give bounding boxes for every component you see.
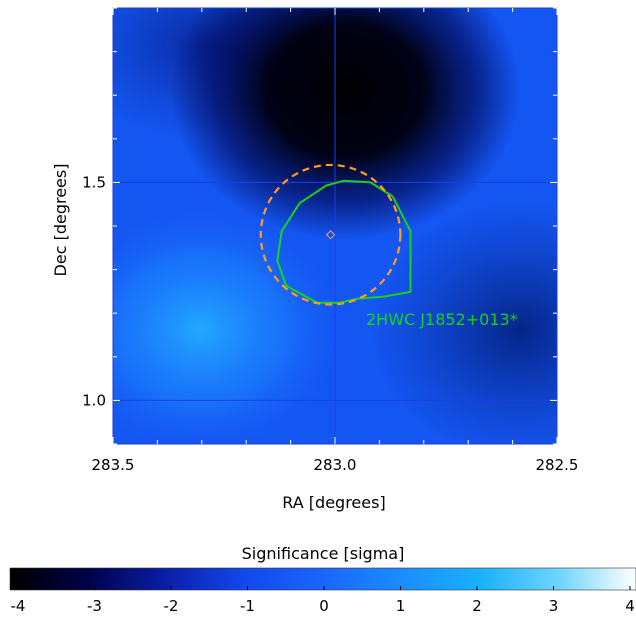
excess-bright-region <box>113 210 340 444</box>
source-overlay <box>259 163 412 306</box>
x-tick-label: 283.5 <box>92 456 135 474</box>
x-tick-labels: 283.5 283.0 282.5 <box>92 456 579 474</box>
source-extension-circle <box>259 163 402 306</box>
colorbar-tick-label: -3 <box>87 597 102 615</box>
colorbar-tick-label: -1 <box>240 597 255 615</box>
x-axis-title: RA [degrees] <box>282 493 385 512</box>
colorbar-tick-label: 4 <box>625 597 635 615</box>
y-tick-labels: 1.0 1.5 <box>82 173 106 409</box>
y-tick-label: 1.0 <box>82 391 106 409</box>
heatmap <box>113 8 557 444</box>
tick-marks <box>112 7 558 445</box>
colorbar-tick-label: 0 <box>319 597 329 615</box>
x-tick-label: 282.5 <box>536 456 579 474</box>
colorbar-tick-label: 3 <box>549 597 559 615</box>
x-tick-label: 283.0 <box>314 456 357 474</box>
colorbar-tick-label: 2 <box>472 597 482 615</box>
source-label: 2HWC J1852+013* <box>366 310 518 329</box>
colorbar-title: Significance [sigma] <box>242 544 405 563</box>
y-tick-label: 1.5 <box>82 173 106 191</box>
colorbar-ticks: -4 -3 -2 -1 0 1 2 3 4 <box>11 586 635 615</box>
colorbar-tick-label: -2 <box>164 597 179 615</box>
colorbar <box>9 567 636 591</box>
source-position-marker <box>325 230 336 240</box>
colorbar-tick-label: 1 <box>396 597 406 615</box>
y-axis-title: Dec [degrees] <box>51 164 70 277</box>
significance-contour <box>276 179 412 304</box>
colorbar-tick-label: -4 <box>11 597 26 615</box>
deficit-dark-right <box>370 200 557 444</box>
